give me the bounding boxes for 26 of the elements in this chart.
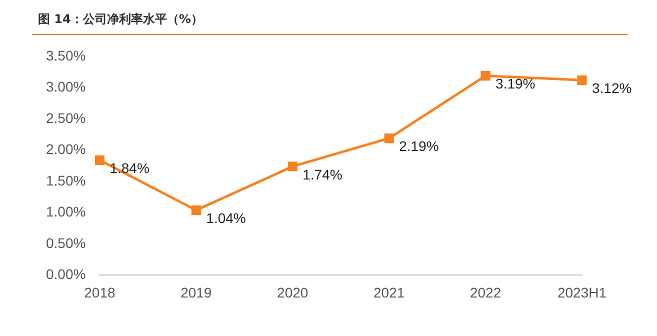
- data-label: 3.12%: [592, 80, 632, 96]
- point: [384, 134, 394, 144]
- y-tick-label: 1.50%: [46, 172, 86, 188]
- point: [577, 75, 587, 85]
- data-label: 1.74%: [302, 166, 342, 182]
- y-tick-label: 3.00%: [46, 78, 86, 95]
- y-tick-label: 0.50%: [46, 234, 86, 251]
- x-tick-label: 2021: [374, 284, 405, 300]
- x-tick-label: 2022: [470, 284, 502, 300]
- point: [94, 155, 104, 165]
- y-tick-label: 3.50%: [46, 47, 86, 64]
- data-label: 3.19%: [496, 76, 536, 92]
- y-tick-label: 0.00%: [46, 266, 86, 282]
- chart-title: 图 14：公司净利率水平（%）: [38, 11, 203, 28]
- y-tick-label: 2.50%: [46, 110, 86, 126]
- point: [480, 70, 490, 81]
- x-tick-label: 2019: [180, 284, 212, 300]
- x-tick-label: 2018: [84, 284, 116, 300]
- point: [288, 162, 298, 172]
- point: [191, 205, 201, 215]
- data-label: 1.04%: [206, 210, 246, 226]
- y-tick-label: 2.00%: [46, 141, 86, 158]
- data-label: 2.19%: [399, 138, 439, 154]
- x-tick-label: 2020: [277, 284, 308, 300]
- y-tick-label: 1.00%: [46, 204, 86, 220]
- x-tick-label: 2023H1: [557, 284, 607, 300]
